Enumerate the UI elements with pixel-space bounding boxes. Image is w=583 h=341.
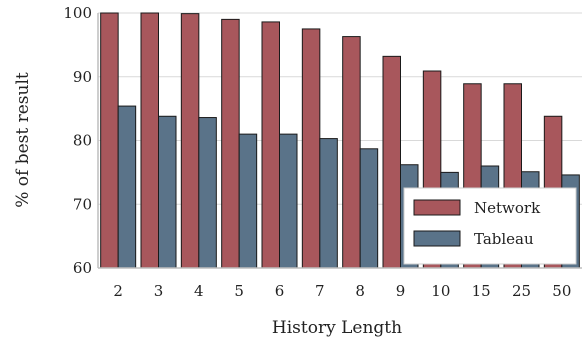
y-tick-label: 90 bbox=[73, 68, 92, 86]
x-tick-label: 6 bbox=[275, 282, 285, 300]
legend-label-network: Network bbox=[474, 199, 541, 217]
bar-tableau-6 bbox=[279, 133, 298, 269]
bar-network-9 bbox=[382, 55, 401, 269]
bar-tableau-5 bbox=[238, 133, 258, 269]
legend-label-tableau: Tableau bbox=[474, 230, 534, 248]
bar-network-3 bbox=[140, 12, 159, 269]
y-tick-label: 70 bbox=[73, 195, 92, 213]
y-axis-title: % of best result bbox=[13, 72, 33, 208]
bar-network-6 bbox=[261, 21, 280, 269]
y-tick-labels: 60 70 80 90 100 bbox=[63, 4, 92, 277]
bar-tableau-8 bbox=[359, 148, 379, 269]
x-tick-label: 50 bbox=[552, 282, 571, 300]
x-tick-label: 4 bbox=[194, 282, 204, 300]
bar-tableau-2 bbox=[117, 105, 137, 269]
x-tick-label: 25 bbox=[512, 282, 531, 300]
x-tick-label: 5 bbox=[234, 282, 244, 300]
x-tick-label: 15 bbox=[472, 282, 491, 300]
bar-network-8 bbox=[342, 36, 361, 269]
x-tick-label: 9 bbox=[396, 282, 406, 300]
bar-tableau-7 bbox=[319, 138, 338, 269]
bar-tableau-3 bbox=[158, 115, 177, 269]
x-tick-labels: 2 3 4 5 6 7 8 9 10 15 25 50 bbox=[113, 282, 571, 300]
x-tick-label: 7 bbox=[315, 282, 325, 300]
bar-network-2 bbox=[100, 12, 119, 269]
x-axis-title: History Length bbox=[272, 318, 402, 338]
axes bbox=[97, 13, 582, 269]
bar-tableau-4 bbox=[198, 117, 217, 269]
bar-network-4 bbox=[180, 13, 200, 269]
legend-swatch-tableau bbox=[413, 230, 461, 247]
x-tick-label: 2 bbox=[113, 282, 123, 300]
bar-network-5 bbox=[221, 18, 240, 269]
y-tick-label: 100 bbox=[63, 4, 92, 22]
bar-network-7 bbox=[301, 28, 321, 269]
y-tick-label: 80 bbox=[73, 132, 92, 150]
legend-swatch-network bbox=[413, 199, 461, 216]
x-tick-label: 3 bbox=[154, 282, 164, 300]
legend: Network Tableau bbox=[403, 187, 577, 265]
x-tick-label: 8 bbox=[355, 282, 365, 300]
y-tick-label: 60 bbox=[73, 259, 92, 277]
x-tick-label: 10 bbox=[431, 282, 450, 300]
